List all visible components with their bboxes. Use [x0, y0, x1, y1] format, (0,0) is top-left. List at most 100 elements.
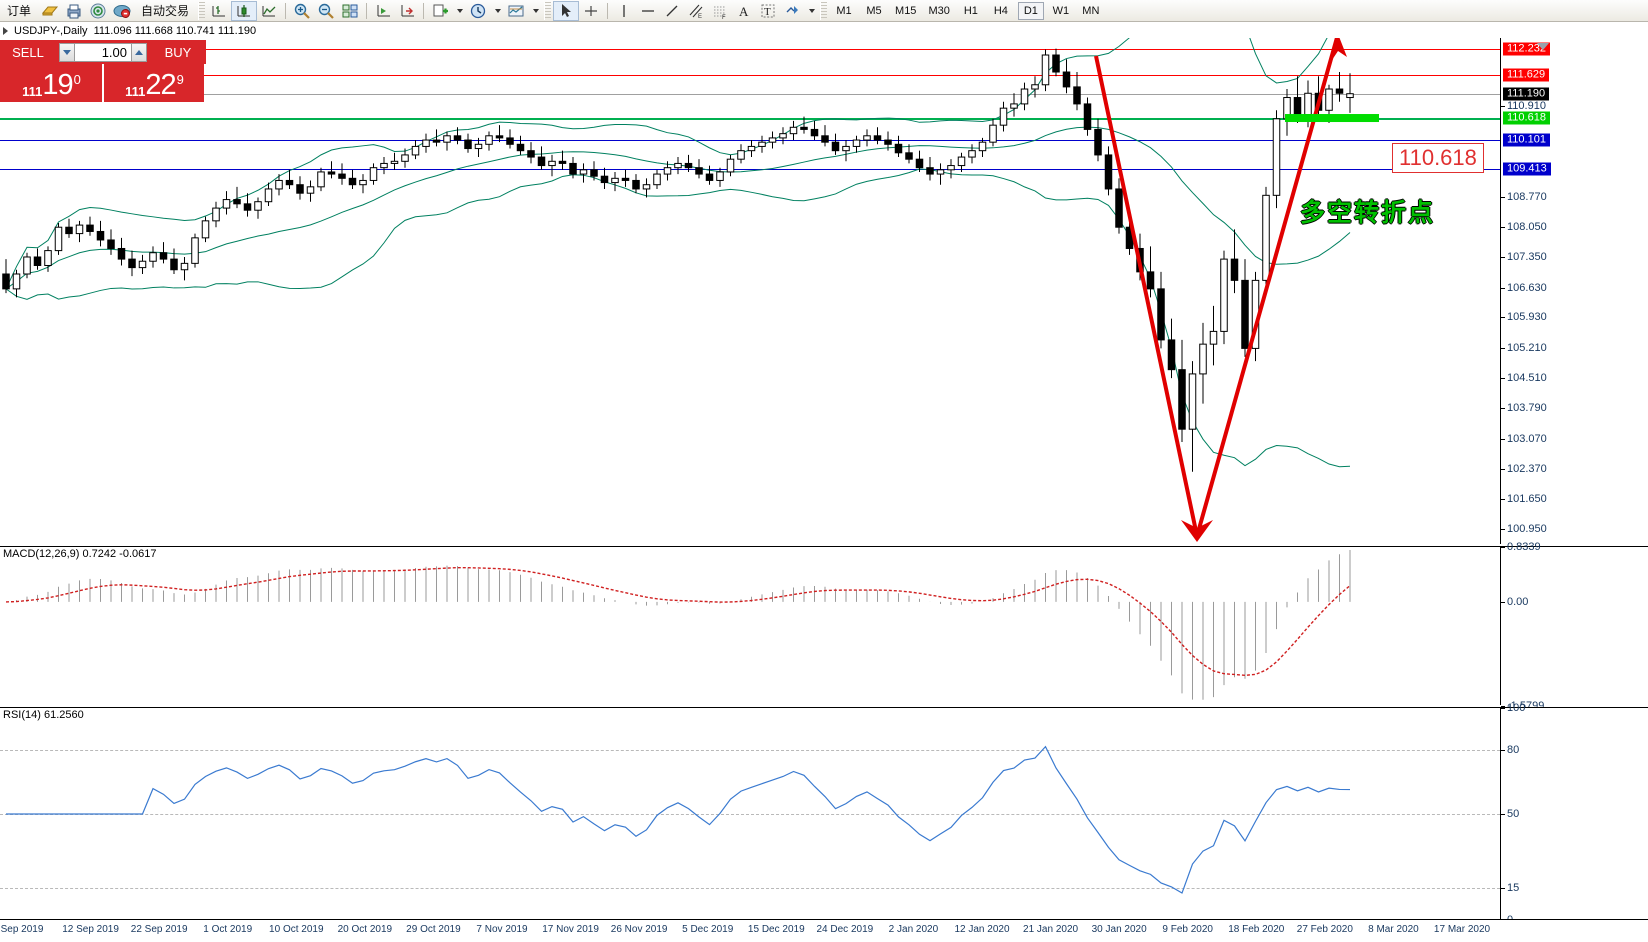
shift-chart-icon[interactable] [371, 1, 395, 21]
vertical-line-icon[interactable] [612, 1, 636, 21]
price-level-badge[interactable]: 111.629 [1503, 68, 1550, 82]
order-button[interactable]: 订单 [0, 1, 38, 21]
cursor-icon[interactable] [553, 0, 580, 21]
price-level-line[interactable] [0, 140, 1500, 141]
indicators-icon[interactable] [428, 1, 452, 21]
zoom-out-icon[interactable] [314, 1, 338, 21]
price-level-badge[interactable]: 110.101 [1503, 133, 1550, 147]
price-level-line[interactable] [0, 93, 1500, 95]
timeframe-w1[interactable]: W1 [1052, 4, 1070, 17]
axis-label: 110.910 [1507, 99, 1546, 112]
line-chart-icon[interactable] [257, 1, 281, 21]
axis-tick [1501, 708, 1505, 709]
svg-text:E: E [698, 14, 702, 20]
price-level-line[interactable] [0, 169, 1500, 171]
text-label-icon[interactable]: A [732, 1, 756, 21]
auto-scroll-icon[interactable] [395, 1, 419, 21]
folder-icon[interactable] [38, 1, 62, 21]
timeframe-d1[interactable]: D1 [1017, 1, 1044, 20]
volume-increase-button[interactable] [131, 42, 147, 62]
axis-tick [1501, 888, 1505, 890]
date-axis-label: 15 Dec 2019 [747, 924, 805, 935]
price-level-badge[interactable]: 110.618 [1503, 111, 1550, 125]
symbol-expand-icon[interactable] [3, 26, 8, 35]
rsi-plot[interactable] [0, 708, 1500, 919]
buy-price-display[interactable]: 111 22 9 [102, 64, 204, 102]
sell-price-main: 19 [42, 69, 73, 101]
date-axis-label: Sep 2019 [0, 924, 44, 935]
date-axis-label: 12 Jan 2020 [954, 924, 1010, 935]
chart-area[interactable]: 112.232 111.629 111.190 110.910 110.618 110.1… [0, 38, 1648, 942]
macd-pane[interactable]: MACD(12,26,9) 0.7242 -0.0617 0.8339 0.00-… [0, 541, 1648, 712]
sell-price-prefix: 111 [22, 84, 43, 99]
text-box-icon[interactable]: T [756, 1, 780, 21]
rsi-axis[interactable]: 1008050150 [1500, 702, 1648, 926]
toolbar-divider-3 [423, 2, 425, 19]
draw-objects-dropdown-caret[interactable] [804, 1, 818, 21]
price-pane[interactable]: 112.232 111.629 111.190 110.910 110.618 110.1… [0, 38, 1648, 544]
buy-price-sup: 9 [176, 72, 184, 87]
price-level-badge[interactable]: 111.190 [1503, 87, 1550, 101]
price-axis[interactable]: 112.232 111.629 111.190 110.910 110.618 110.1… [1500, 38, 1648, 544]
axis-tick [1501, 499, 1505, 501]
sell-button[interactable]: SELL [0, 40, 56, 64]
axis-label: 0.00 [1507, 595, 1529, 608]
printer-preview-icon[interactable] [62, 1, 86, 21]
trendline-icon[interactable] [660, 1, 684, 21]
price-plot[interactable] [0, 38, 1500, 544]
zoom-in-icon[interactable] [290, 1, 314, 21]
date-axis-label: 29 Oct 2019 [406, 924, 461, 935]
date-axis-label: 2 Jan 2020 [888, 924, 939, 935]
axis-tick [1501, 814, 1505, 815]
timeframe-m15[interactable]: M15 [895, 4, 917, 17]
volume-decrease-button[interactable] [59, 42, 75, 62]
templates-dropdown-caret[interactable] [528, 1, 542, 21]
sell-price-display[interactable]: 111 19 0 [0, 64, 102, 102]
timeframe-m30[interactable]: M30 [928, 4, 950, 17]
horizontal-line-icon[interactable] [636, 1, 660, 21]
chinese-annotation[interactable]: 多空转折点 [1300, 199, 1436, 227]
timeframe-h1[interactable]: H1 [963, 4, 978, 17]
bar-chart-icon[interactable] [207, 1, 231, 21]
one-click-trading-panel[interactable]: SELL 1.00 BUY 111 19 0 111 22 9 [0, 40, 206, 102]
axis-tick [1501, 750, 1505, 752]
indicators-dropdown-caret[interactable] [452, 1, 466, 21]
fibonacci-icon[interactable]: F [708, 1, 732, 21]
axis-label: 101.650 [1507, 493, 1547, 506]
price-annotation-box[interactable]: 110.618 [1392, 143, 1484, 173]
date-axis[interactable]: Sep 2019 12 Sep 2019 22 Sep 2019 1 Oct 2019… [0, 919, 1648, 941]
volume-control[interactable]: 1.00 [56, 40, 150, 64]
symbol-bar: USDJPY-,Daily 111.096 111.668 110.741 11… [0, 23, 1648, 38]
timeframe-m5[interactable]: M5 [866, 4, 882, 17]
axis-tick [1501, 317, 1505, 319]
price-level-line[interactable] [0, 75, 1500, 77]
candlestick-chart-icon[interactable] [231, 0, 258, 21]
equidistant-channel-icon[interactable]: E [684, 1, 708, 21]
axis-label: 105.210 [1507, 341, 1547, 354]
buy-button[interactable]: BUY [150, 40, 206, 64]
buy-price-prefix: 111 [125, 84, 146, 99]
timeframe-m1[interactable]: M1 [836, 4, 852, 17]
autotrade-button[interactable]: 自动交易 [134, 1, 196, 21]
rsi-pane[interactable]: RSI(14) 61.2560 1008050150 [0, 702, 1648, 926]
timeframe-mn[interactable]: MN [1082, 4, 1100, 17]
volume-input[interactable]: 1.00 [75, 42, 131, 62]
symbol-name: USDJPY-,Daily [14, 24, 88, 37]
date-axis-label: 7 Nov 2019 [476, 924, 528, 935]
crosshair-icon[interactable] [579, 1, 603, 21]
broadcast-icon[interactable] [86, 1, 110, 21]
period-icon[interactable] [466, 1, 490, 21]
draw-objects-icon[interactable] [780, 1, 804, 21]
macd-axis[interactable]: 0.8339 0.00 -1.5799 [1500, 541, 1648, 712]
price-level-badge[interactable]: 109.413 [1503, 162, 1551, 176]
axis-label: 50 [1507, 808, 1520, 820]
autotrade-cloud-icon[interactable] [110, 1, 134, 21]
templates-icon[interactable] [504, 1, 528, 21]
price-level-line[interactable] [0, 118, 1500, 121]
macd-plot[interactable] [0, 547, 1500, 705]
tile-windows-icon[interactable] [338, 1, 362, 21]
timeframe-h4[interactable]: H4 [993, 4, 1008, 17]
period-dropdown-caret[interactable] [490, 1, 504, 21]
price-level-line[interactable] [0, 49, 1500, 51]
axis-label: 108.050 [1507, 221, 1547, 234]
